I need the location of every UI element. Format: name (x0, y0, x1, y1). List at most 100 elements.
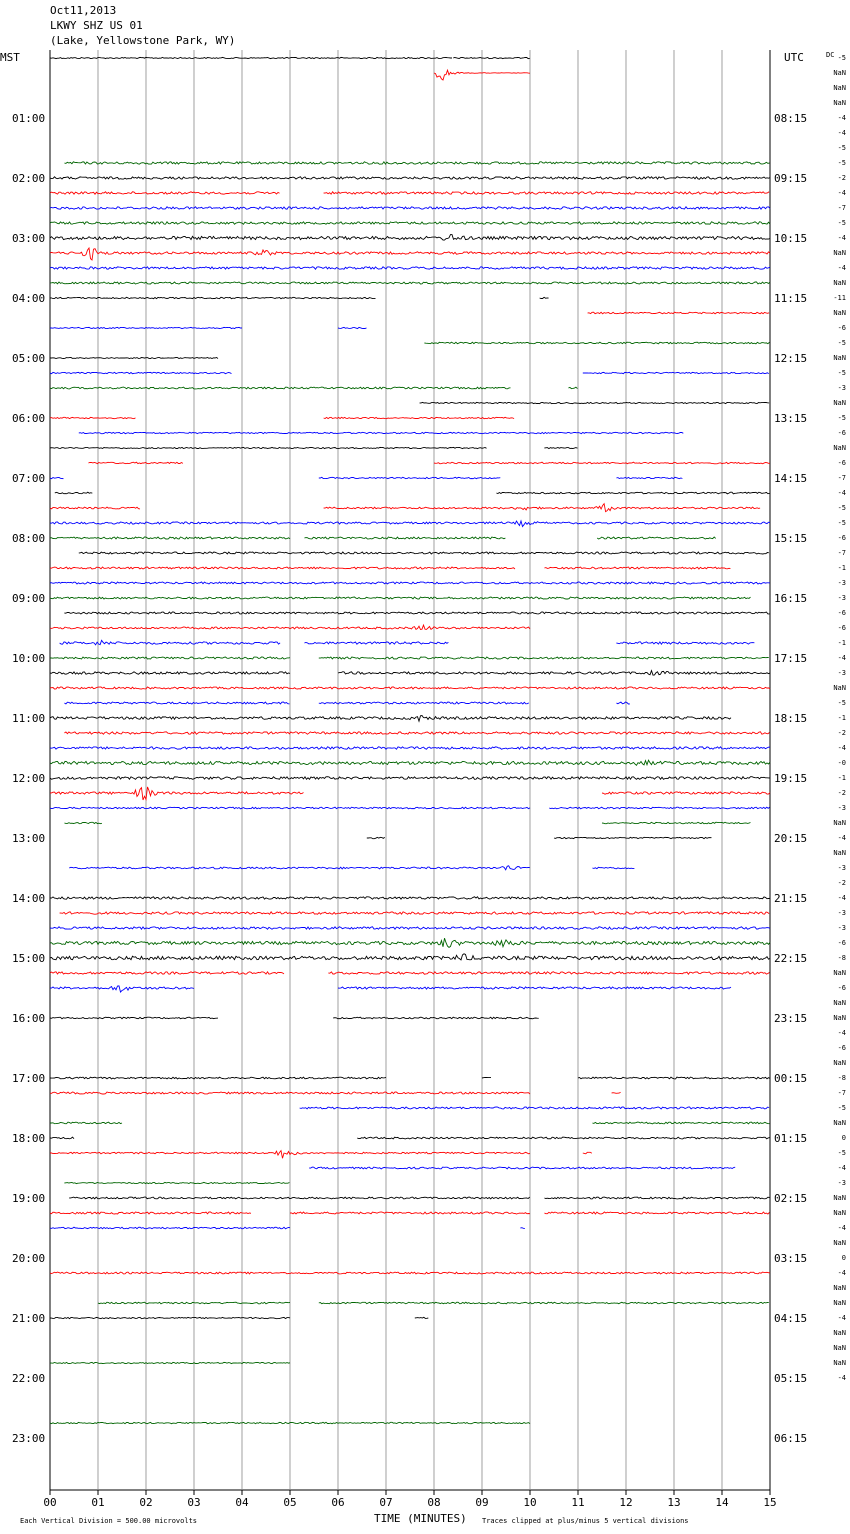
trace-red-segment (49, 191, 280, 195)
dc-label: DC (826, 51, 834, 59)
dc-offset-label: -5 (838, 504, 846, 512)
trace-red-segment (433, 68, 531, 81)
trace-blue-segment (49, 519, 771, 528)
trace-red-segment (323, 502, 761, 513)
dc-offset-label: -5 (838, 414, 846, 422)
left-hour-label: 05:00 (12, 352, 45, 365)
dc-offset-label: NaN (833, 684, 846, 692)
right-hour-label: 22:15 (774, 952, 807, 965)
left-hour-label: 04:00 (12, 292, 45, 305)
left-hour-label: 10:00 (12, 652, 45, 665)
right-hour-label: 08:15 (774, 112, 807, 125)
trace-blue-segment (616, 701, 630, 705)
trace-blue-segment (318, 476, 501, 480)
left-hour-label: 15:00 (12, 952, 45, 965)
x-tick-label: 03 (187, 1496, 200, 1509)
right-hour-label: 20:15 (774, 832, 807, 845)
trace-black-segment (49, 1016, 219, 1020)
trace-black-segment (481, 1076, 491, 1079)
trace-black-segment (49, 953, 771, 961)
x-tick-label: 08 (427, 1496, 440, 1509)
trace-black-segment (49, 446, 487, 450)
trace-black-segment (49, 715, 732, 723)
trace-blue-segment (318, 701, 530, 705)
x-tick-label: 12 (619, 1496, 632, 1509)
trace-black-segment (49, 234, 771, 241)
x-axis-title: TIME (MINUTES) (374, 1512, 467, 1525)
dc-offset-label: -6 (838, 624, 846, 632)
trace-black-segment (333, 1016, 539, 1020)
trace-blue-segment (78, 431, 684, 435)
dc-offset-label: NaN (833, 1284, 846, 1292)
left-hour-label: 06:00 (12, 412, 45, 425)
trace-green-segment (49, 536, 291, 540)
trace-green-segment (568, 386, 578, 390)
trace-red-segment (328, 971, 770, 975)
x-tick-label: 02 (139, 1496, 152, 1509)
trace-green-segment (49, 596, 751, 600)
dc-offset-label: -6 (838, 939, 846, 947)
dc-offset-label: -4 (838, 834, 846, 842)
trace-green-segment (49, 386, 511, 390)
dc-offset-label: -1 (838, 639, 846, 647)
trace-black-segment (49, 1316, 291, 1320)
trace-black-segment (49, 1136, 75, 1140)
dc-offset-label: -4 (838, 234, 846, 242)
dc-offset-label: NaN (833, 999, 846, 1007)
dc-offset-label: NaN (833, 99, 846, 107)
trace-blue-segment (49, 806, 531, 810)
x-tick-label: 09 (475, 1496, 488, 1509)
time-grid (49, 50, 771, 1495)
trace-green-segment (592, 1121, 770, 1125)
dc-offset-label: -4 (838, 1314, 846, 1322)
dc-offset-label: -5 (838, 339, 846, 347)
trace-green-segment (49, 221, 771, 225)
trace-green-segment (424, 341, 770, 345)
trace-blue-segment (69, 865, 530, 871)
dc-offset-label: 0 (842, 1254, 846, 1262)
trace-blue-segment (49, 581, 771, 585)
right-hour-label: 05:15 (774, 1372, 807, 1385)
trace-red-segment (64, 731, 770, 735)
dc-offset-label: -1 (838, 714, 846, 722)
dc-offset-label: -8 (838, 954, 846, 962)
x-tick-label: 05 (283, 1496, 296, 1509)
dc-offset-label: -2 (838, 729, 846, 737)
right-hour-label: 23:15 (774, 1012, 807, 1025)
left-hour-label: 12:00 (12, 772, 45, 785)
dc-offset-label: -6 (838, 324, 846, 332)
trace-green-segment (49, 1421, 531, 1425)
trace-red-segment (611, 1091, 621, 1094)
trace-red-segment (88, 461, 184, 465)
dc-offset-label: NaN (833, 1299, 846, 1307)
dc-offset-label: -4 (838, 129, 846, 137)
dc-offset-label: -3 (838, 1179, 846, 1187)
trace-blue-segment (49, 476, 64, 480)
dc-offset-label: NaN (833, 969, 846, 977)
trace-green-segment (49, 1361, 291, 1365)
right-hour-label: 14:15 (774, 472, 807, 485)
dc-offset-label: -3 (838, 594, 846, 602)
trace-red-segment (49, 686, 771, 690)
right-hour-label: 03:15 (774, 1252, 807, 1265)
dc-offset-label: NaN (833, 1359, 846, 1367)
trace-green-segment (318, 656, 769, 660)
trace-red-segment (49, 623, 531, 631)
dc-offset-label: NaN (833, 1344, 846, 1352)
trace-blue-segment (59, 639, 281, 646)
trace-black-segment (453, 56, 530, 60)
trace-green-segment (596, 536, 717, 540)
dc-offset-label: NaN (833, 1059, 846, 1067)
trace-black-segment (49, 896, 771, 900)
x-tick-label: 10 (523, 1496, 536, 1509)
trace-green-segment (64, 821, 103, 825)
dc-offset-label: NaN (833, 279, 846, 287)
trace-blue-segment (582, 371, 770, 375)
right-hour-label: 01:15 (774, 1132, 807, 1145)
trace-blue-segment (49, 206, 771, 210)
dc-offset-label: -5 (838, 1104, 846, 1112)
trace-red-segment (582, 1151, 593, 1155)
trace-black-segment (544, 1196, 770, 1200)
trace-black-segment (49, 775, 771, 781)
trace-blue-segment (549, 806, 770, 810)
